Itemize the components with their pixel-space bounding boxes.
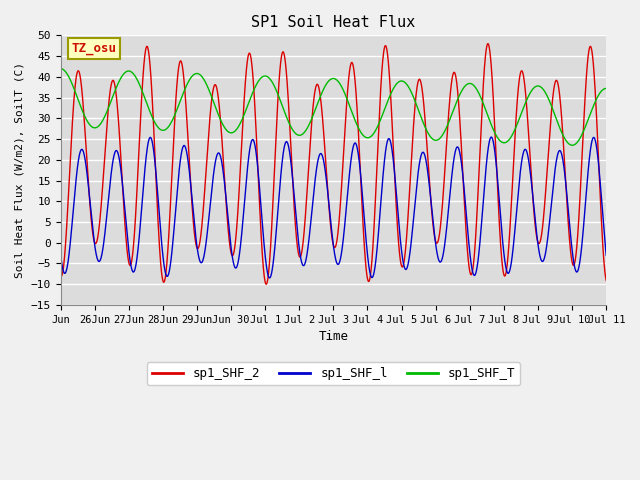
sp1_SHF_2 <box>586 44 593 50</box>
Text: TZ_osu: TZ_osu <box>72 42 116 55</box>
sp1_SHF_l <box>559 156 566 161</box>
sp1_SHF_l <box>453 144 461 150</box>
sp1_SHF_T <box>286 121 294 127</box>
Line: sp1_SHF_l: sp1_SHF_l <box>61 137 606 278</box>
sp1_SHF_l <box>57 251 65 257</box>
sp1_SHF_l <box>586 152 593 158</box>
sp1_SHF_l <box>291 194 298 200</box>
sp1_SHF_2 <box>453 83 461 89</box>
Y-axis label: Soil Heat Flux (W/m2), SoilT (C): Soil Heat Flux (W/m2), SoilT (C) <box>15 62 25 278</box>
sp1_SHF_T <box>586 113 593 119</box>
X-axis label: Time: Time <box>318 330 348 343</box>
sp1_SHF_T <box>568 143 576 148</box>
sp1_SHF_T <box>291 129 298 135</box>
sp1_SHF_2 <box>291 206 298 212</box>
sp1_SHF_2 <box>484 41 492 47</box>
sp1_SHF_l <box>266 275 273 281</box>
sp1_SHF_2 <box>316 91 324 96</box>
sp1_SHF_l <box>602 252 610 258</box>
sp1_SHF_2 <box>602 278 610 284</box>
sp1_SHF_2 <box>57 272 65 278</box>
sp1_SHF_l <box>488 134 495 140</box>
Line: sp1_SHF_T: sp1_SHF_T <box>61 69 606 145</box>
sp1_SHF_2 <box>559 128 566 134</box>
sp1_SHF_2 <box>286 126 294 132</box>
sp1_SHF_T <box>316 95 324 101</box>
sp1_SHF_l <box>316 151 324 157</box>
Title: SP1 Soil Heat Flux: SP1 Soil Heat Flux <box>252 15 415 30</box>
sp1_SHF_l <box>286 152 294 157</box>
Line: sp1_SHF_2: sp1_SHF_2 <box>61 44 606 284</box>
sp1_SHF_T <box>453 98 461 104</box>
Legend: sp1_SHF_2, sp1_SHF_l, sp1_SHF_T: sp1_SHF_2, sp1_SHF_l, sp1_SHF_T <box>147 362 520 385</box>
sp1_SHF_T <box>602 85 610 91</box>
sp1_SHF_T <box>559 131 566 137</box>
sp1_SHF_2 <box>262 281 270 287</box>
sp1_SHF_T <box>57 66 65 72</box>
